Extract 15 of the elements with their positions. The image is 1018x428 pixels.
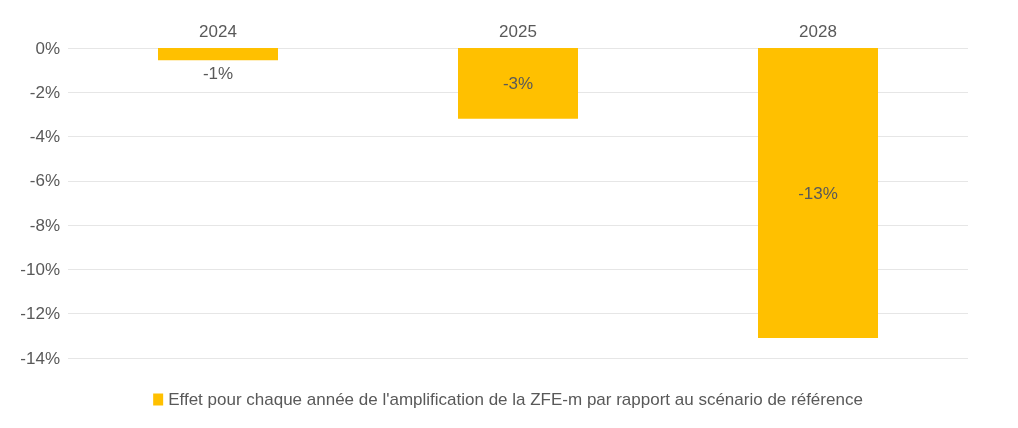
x-tick-label: 2024 xyxy=(199,22,237,41)
y-tick-label: 0% xyxy=(35,38,60,58)
y-tick-label: -6% xyxy=(29,171,60,191)
y-tick-label: -14% xyxy=(20,348,60,368)
legend-label: Effet pour chaque année de l'amplification de la ZFE-m par rapport au scénario de référence xyxy=(168,390,863,409)
data-label: -3% xyxy=(502,73,534,93)
y-tick-label: -8% xyxy=(29,215,60,235)
x-tick-label: 2025 xyxy=(499,22,537,41)
y-tick-label: -10% xyxy=(20,259,60,279)
data-label: -13% xyxy=(798,183,838,203)
x-tick-label: 2028 xyxy=(799,22,837,41)
data-label: -1% xyxy=(202,64,234,84)
y-tick-label: -4% xyxy=(29,127,60,147)
y-tick-label: -2% xyxy=(29,82,60,102)
y-tick-label: -12% xyxy=(20,304,60,324)
